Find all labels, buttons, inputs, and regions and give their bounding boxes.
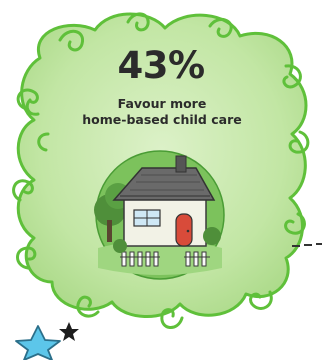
- cloud-swirls: [12, 12, 310, 329]
- percentage-stat: 43%: [117, 44, 205, 87]
- caption-line-2: home-based child care: [82, 112, 242, 127]
- house-icon: [94, 150, 225, 280]
- caption-line-1: Favour more: [117, 96, 207, 111]
- star-icon: [15, 325, 61, 360]
- caption: Favour more home-based child care: [40, 96, 284, 128]
- small-star-icon: [59, 322, 79, 341]
- dash-mark: [292, 243, 322, 247]
